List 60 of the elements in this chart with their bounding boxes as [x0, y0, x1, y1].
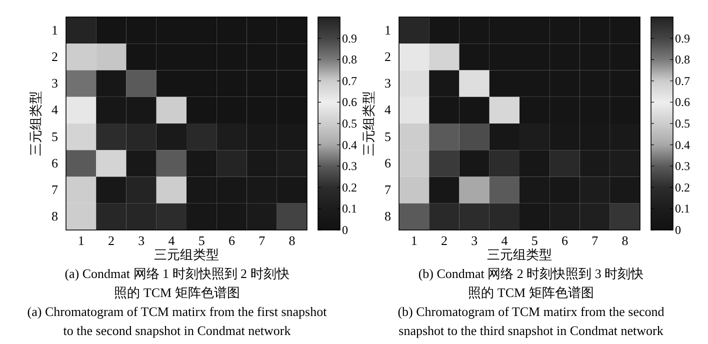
text: (a) Condmat 网络 1 时刻快照到 2 时刻快照的 TCM 矩阵色谱图 — [64, 265, 290, 302]
color-bar-label: 0.2 — [342, 180, 357, 194]
color-bar-label: 0.3 — [675, 159, 690, 174]
color-bar-label: 0.6 — [675, 95, 690, 110]
x-tick-label: 7 — [258, 233, 266, 248]
x-tick-label: 3 — [471, 233, 478, 248]
color-bar-label: 0.5 — [342, 116, 357, 130]
x-tick-label: 8 — [288, 233, 296, 248]
x-axis-title: 三元组类型 — [154, 247, 219, 262]
y-tick-label: 6 — [384, 155, 392, 170]
color-bar-label: 0.1 — [675, 202, 690, 216]
x-tick-label: 8 — [622, 233, 628, 248]
color-bar-label: 0.3 — [342, 159, 357, 174]
color-bar-label: 0.9 — [675, 31, 690, 46]
color-bar-label: 0 — [675, 223, 681, 237]
color-bar-label: 0.1 — [342, 202, 357, 216]
text: (b) Condmat 网络 2 时刻快照到 3 时刻快照的 TCM 矩阵色谱图 — [417, 265, 645, 302]
color-bar-label: 0.5 — [675, 116, 690, 130]
color-bar-label: 0.7 — [675, 74, 690, 88]
x-tick-label: 7 — [592, 233, 599, 248]
color-bar-label: 0.6 — [342, 95, 357, 110]
color-bar-label: 0.4 — [675, 138, 690, 152]
x-axis-title: 三元组类型 — [487, 247, 552, 262]
y-tick-label: 5 — [52, 128, 58, 144]
x-tick-label: 1 — [410, 233, 418, 248]
color-bar-label: 0.8 — [675, 52, 690, 67]
color-bar-label: 0.8 — [342, 52, 357, 67]
y-tick-label: 2 — [52, 48, 58, 64]
y-tick-label: 2 — [384, 48, 391, 64]
y-tick-label: 8 — [384, 208, 391, 224]
x-tick-label: 3 — [138, 233, 145, 248]
y-tick-label: 3 — [384, 76, 391, 91]
x-tick-label: 6 — [561, 233, 568, 248]
y-tick-label: 5 — [384, 128, 391, 144]
y-axis-title: 三元组类型 — [361, 91, 376, 156]
x-tick-label: 5 — [198, 233, 205, 248]
y-axis-title: 三元组类型 — [28, 91, 43, 156]
color-bar-label: 0.4 — [342, 138, 357, 152]
color-bar-label: 0.7 — [342, 74, 357, 88]
x-tick-label: 1 — [78, 233, 84, 248]
text: (a) Chromatogram of TCM matirx from the first snapshot to the second snapshot in Condmat network — [27, 303, 327, 340]
x-tick-label: 2 — [440, 233, 448, 248]
x-tick-label: 5 — [531, 233, 538, 248]
y-tick-label: 3 — [52, 76, 58, 91]
x-tick-label: 2 — [108, 233, 114, 248]
text: (b) Chromatogram of TCM matirx from the second snapshot to the third snapshot in Condmat network — [396, 303, 666, 340]
y-tick-label: 7 — [52, 182, 58, 198]
y-tick-label: 6 — [52, 155, 58, 170]
y-tick-label: 1 — [384, 22, 391, 38]
color-bar-label: 0 — [342, 223, 348, 237]
color-bar-label: 0.9 — [342, 31, 357, 46]
y-tick-label: 4 — [384, 102, 392, 118]
color-bar-label: 0.2 — [675, 180, 690, 194]
x-tick-label: 4 — [168, 233, 176, 248]
x-tick-label: 6 — [228, 233, 236, 248]
y-tick-label: 7 — [384, 182, 392, 198]
y-tick-label: 1 — [52, 22, 58, 38]
y-tick-label: 8 — [52, 208, 58, 224]
x-tick-label: 4 — [501, 233, 508, 248]
y-tick-label: 4 — [52, 102, 58, 118]
